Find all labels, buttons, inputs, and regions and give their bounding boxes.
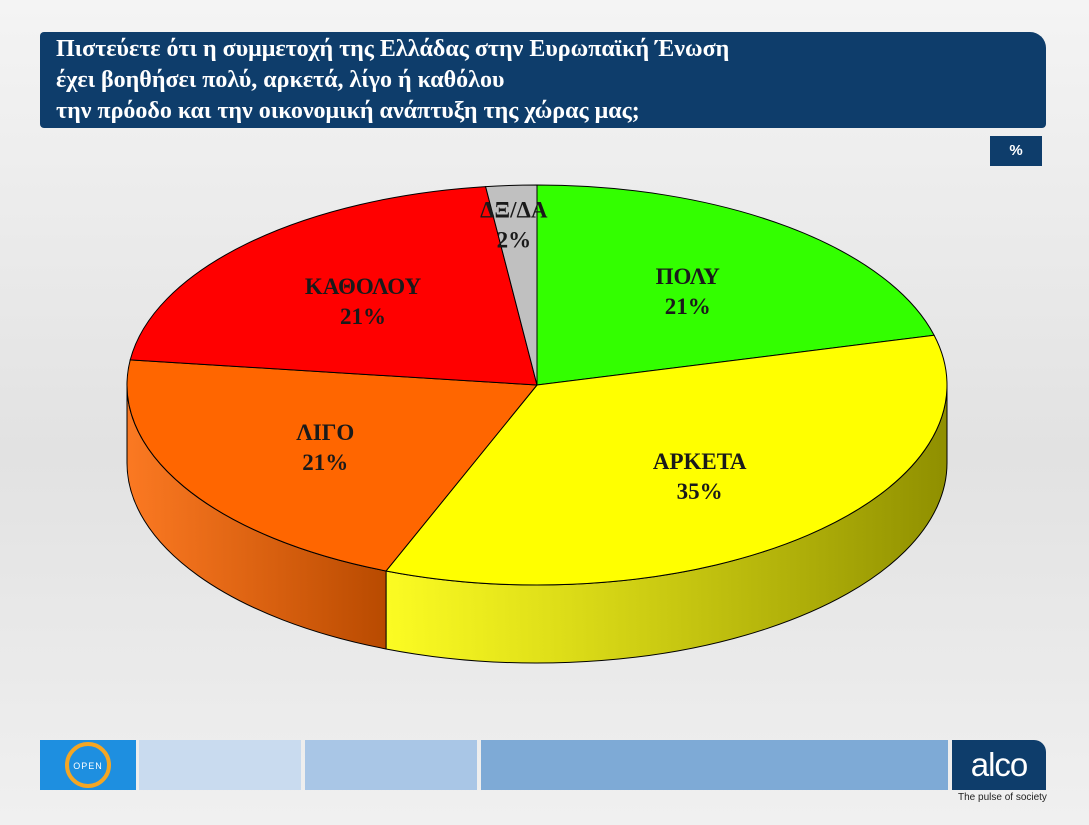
slice-0-label: ΠΟΛΥ: [656, 264, 721, 289]
slice-2-value: 21%: [302, 450, 348, 475]
slice-3-value: 21%: [340, 304, 386, 329]
footer-bar-3: [481, 740, 948, 790]
percent-unit-badge: %: [990, 136, 1042, 166]
pie-tops: [126, 184, 948, 586]
footer-bar-2: [305, 740, 477, 790]
slice-4-value: 2%: [497, 227, 532, 252]
open-logo-text: OPEN: [73, 761, 103, 771]
slice-2-label: ΛΙΓΟ: [296, 420, 354, 445]
question-line-3: την πρόοδο και την οικονομική ανάπτυξη τ…: [56, 98, 640, 124]
slice-0-πολυ: [536, 184, 935, 386]
slice-4-label: ΔΞ/ΔΑ: [480, 197, 548, 222]
slice-3-καθολου: [129, 186, 538, 386]
slice-4-δξ-δα: [484, 184, 538, 386]
alco-logo: alco: [952, 740, 1046, 790]
slice-2-λιγο: [126, 359, 539, 572]
open-channel-logo: OPEN: [40, 740, 136, 790]
question-header: Πιστεύετε ότι η συμμετοχή της Ελλάδας στ…: [40, 32, 1046, 128]
slice-3-label: ΚΑΘΟΛΟΥ: [305, 274, 422, 299]
slice-1-value: 35%: [677, 479, 723, 504]
question-line-1: Πιστεύετε ότι η συμμετοχή της Ελλάδας στ…: [56, 36, 730, 62]
footer-bar-1: [139, 740, 301, 790]
alco-tagline: The pulse of society: [958, 792, 1047, 803]
slice-1-label: ΑΡΚΕΤΑ: [653, 449, 747, 474]
slice-1-αρκετα: [385, 334, 948, 586]
open-ring-icon: OPEN: [65, 742, 111, 788]
question-line-2: έχει βοηθήσει πολύ, αρκετά, λίγο ή καθόλ…: [56, 67, 505, 93]
pie-labels: ΠΟΛΥ 21% ΑΡΚΕΤΑ 35% ΛΙΓΟ 21% ΚΑΘΟΛΟΥ 21% ΔΞ/ΔΑ 2%: [296, 197, 747, 504]
slice-0-value: 21%: [665, 294, 711, 319]
